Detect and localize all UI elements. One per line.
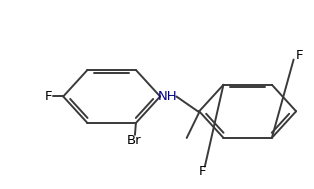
Text: Br: Br bbox=[127, 134, 142, 147]
Text: F: F bbox=[198, 165, 206, 178]
Text: F: F bbox=[45, 90, 52, 103]
Text: F: F bbox=[295, 50, 303, 63]
Text: NH: NH bbox=[158, 90, 178, 103]
